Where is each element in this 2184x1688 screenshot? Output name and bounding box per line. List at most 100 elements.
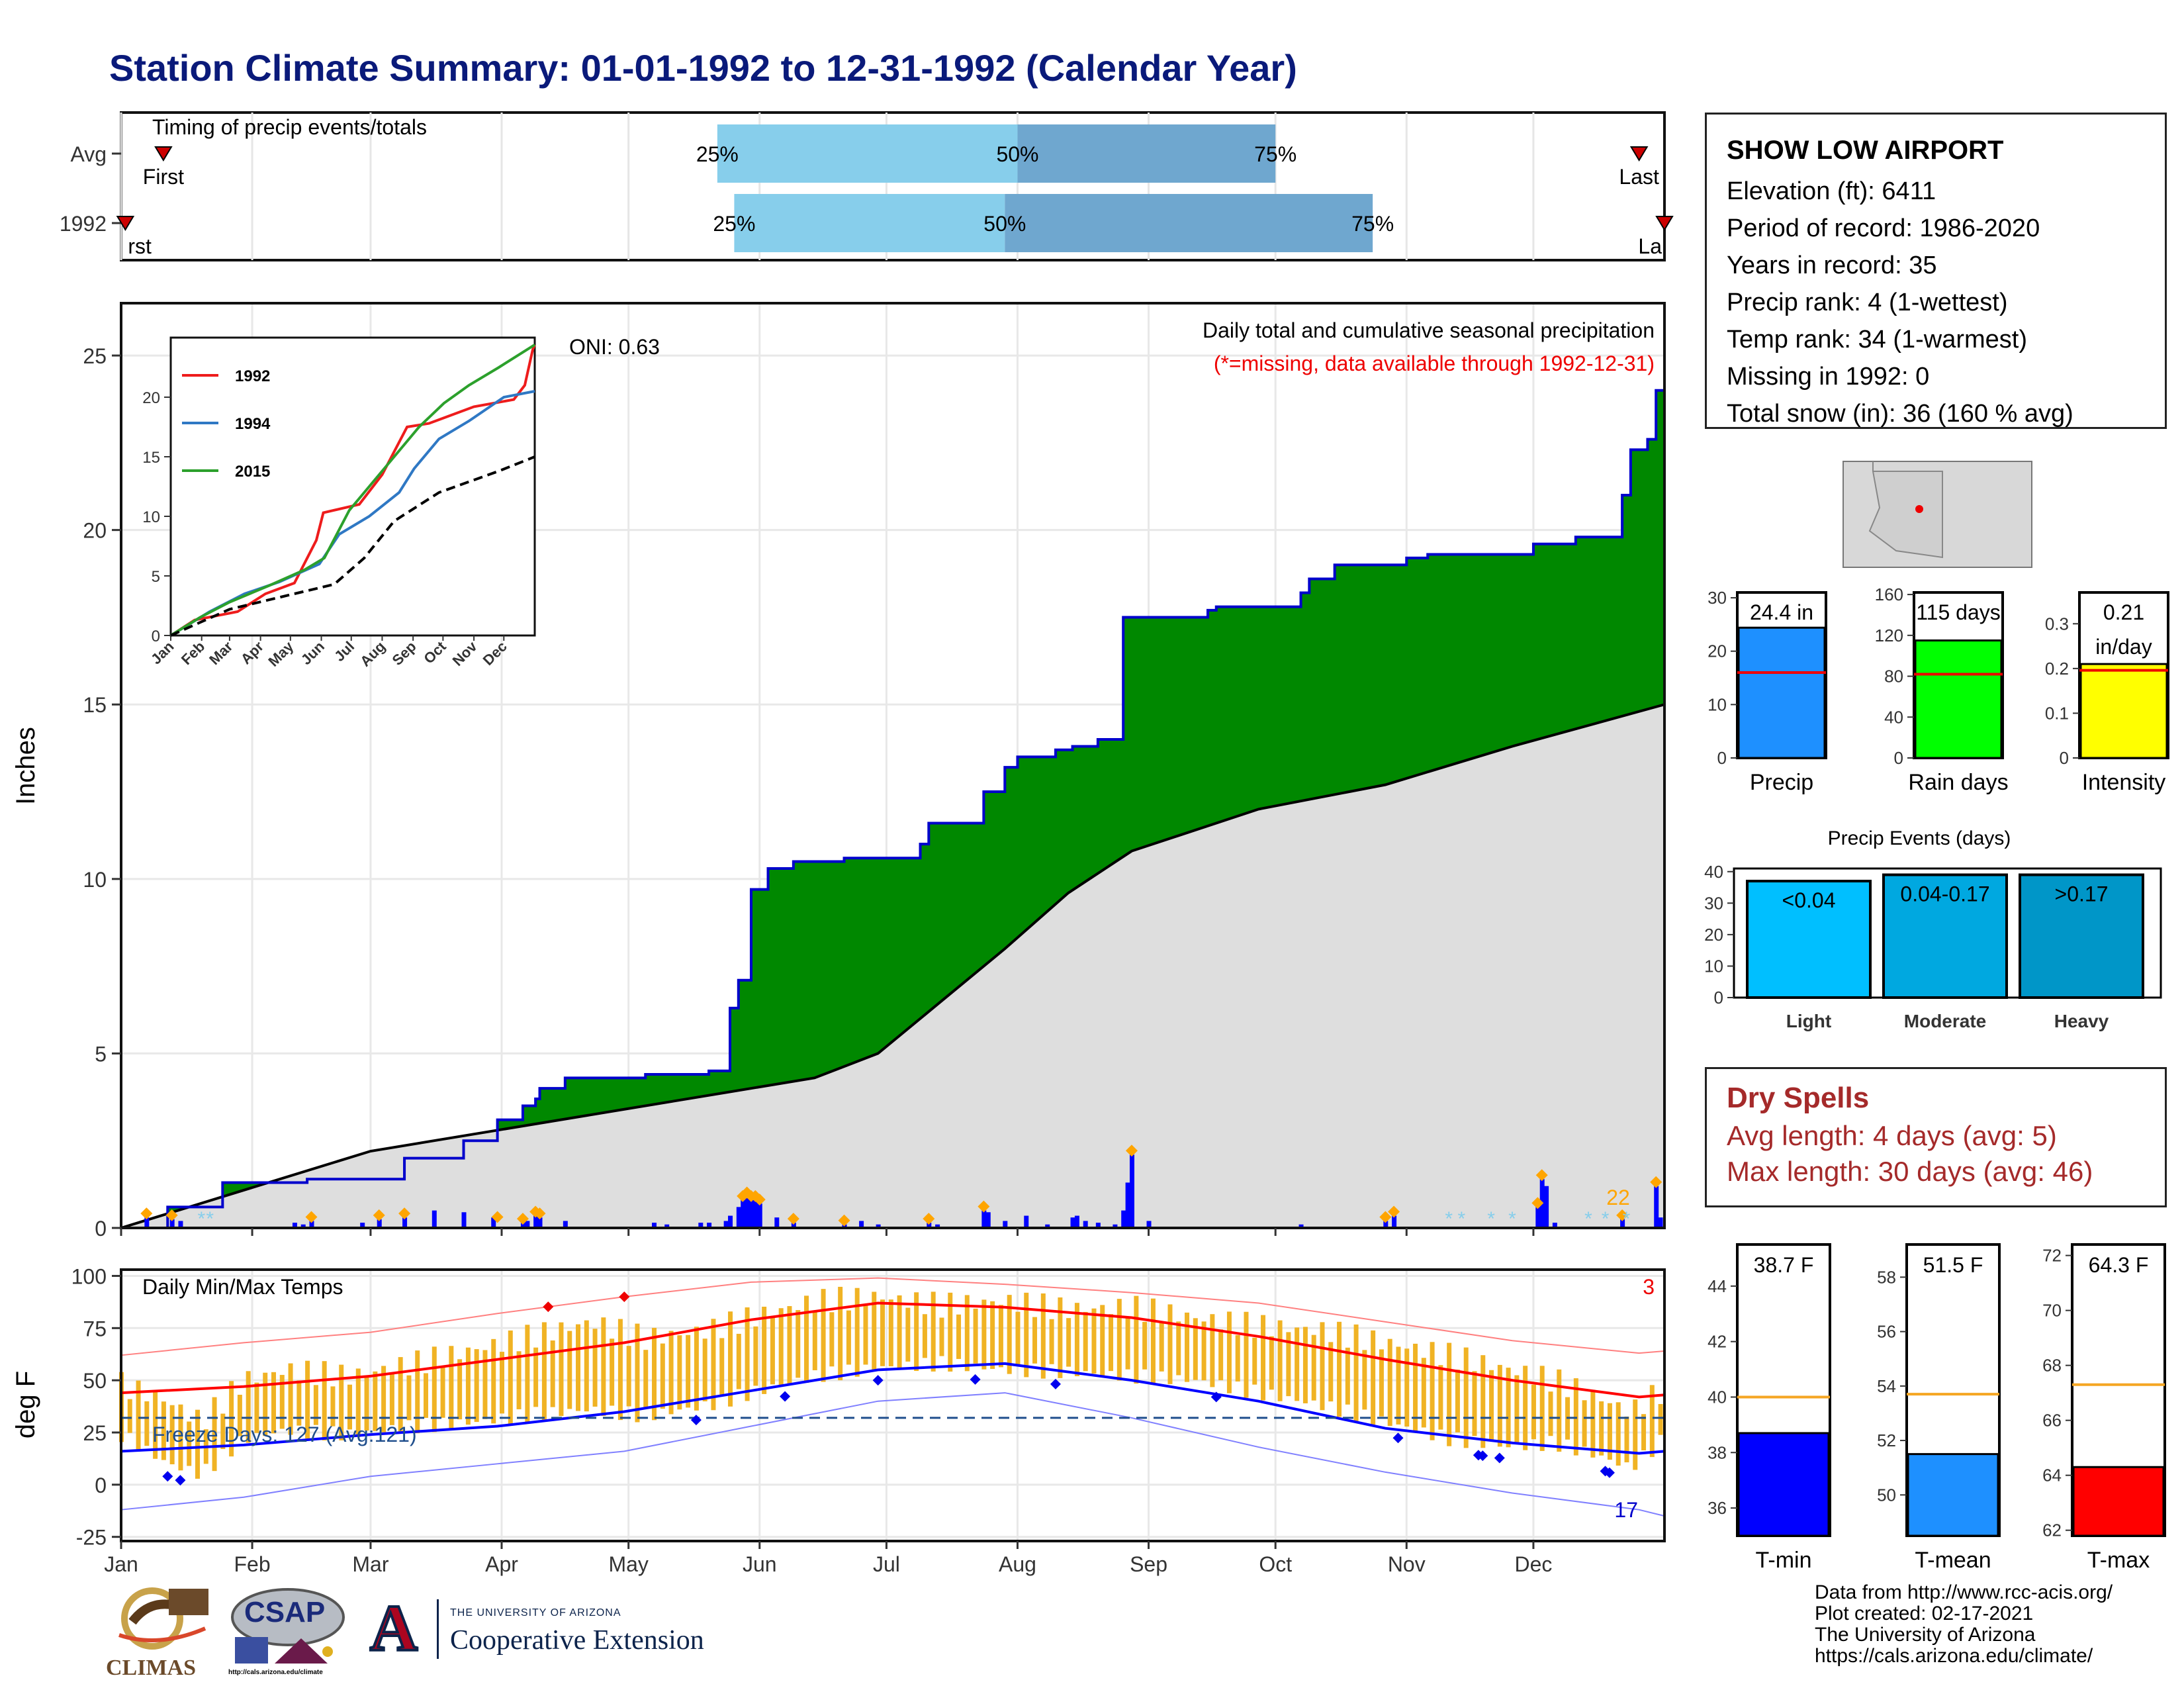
snow-day-marker [787, 1213, 799, 1225]
daily-temp-bar [389, 1374, 394, 1425]
record-low-marker [1392, 1432, 1404, 1444]
daily-precip-bar [533, 1215, 539, 1228]
inset-ytick-label: 10 [142, 508, 160, 526]
summary-precip-name: Precip [1750, 770, 1813, 795]
daily-temp-bar [1396, 1346, 1401, 1425]
daily-temp-bar [1109, 1314, 1114, 1372]
dry-spells-max: Max length: 30 days (avg: 46) [1727, 1156, 2093, 1187]
daily-temp-bar [1624, 1416, 1629, 1463]
daily-temp-bar [1252, 1337, 1257, 1385]
daily-temp-bar [1523, 1366, 1528, 1450]
timing-bar-q25-q50 [734, 194, 1005, 252]
daily-temp-bar [668, 1331, 674, 1415]
station-precip-rank: Precip rank: 4 (1-wettest) [1727, 289, 2008, 316]
precip-ytick-label: 10 [83, 868, 107, 892]
events-ytick-label: 40 [1704, 862, 1723, 882]
daily-temp-bar [1455, 1370, 1460, 1432]
events-ytick-label: 30 [1704, 893, 1723, 913]
daily-temp-bar [1142, 1321, 1148, 1370]
record-low-marker [162, 1471, 173, 1482]
summary-intensity-ytick-label: 0.3 [2045, 614, 2069, 633]
daily-temp-bar [973, 1308, 978, 1364]
temps-ylabel: deg F [11, 1371, 40, 1438]
daily-precip-bar [1095, 1223, 1101, 1228]
record-min-line [120, 1392, 1665, 1517]
daily-temp-bar [592, 1329, 598, 1407]
station-snow: Total snow (in): 36 (160 % avg) [1727, 400, 2073, 428]
timing-last-label: Last [1619, 165, 1659, 189]
daily-temp-bar [1277, 1320, 1283, 1401]
daily-temp-bar [355, 1368, 361, 1437]
inset-frame [169, 336, 536, 637]
month-label: Jun [743, 1552, 777, 1576]
daily-temp-bar [381, 1366, 387, 1432]
timing-label-75: 75% [1254, 142, 1297, 166]
snow-flag: * [1457, 1208, 1465, 1230]
events-ytick-label: 0 [1714, 988, 1723, 1008]
daily-temp-bar [821, 1289, 826, 1382]
station-period: Period of record: 1986-2020 [1727, 214, 2040, 242]
temp-tmean-ytick-label: 58 [1877, 1267, 1896, 1287]
station-years: Years in record: 35 [1727, 252, 1937, 279]
inset-legend-label: 1992 [235, 367, 270, 385]
daily-temp-bar [1649, 1385, 1655, 1458]
daily-temp-bar [846, 1310, 851, 1365]
daily-temp-bar [1040, 1293, 1046, 1379]
snow-flag: * [198, 1208, 206, 1230]
daily-temp-bar [753, 1326, 758, 1386]
daily-temp-bar [465, 1347, 471, 1425]
events-category-label: Light [1786, 1011, 1831, 1031]
daily-temp-bar [1083, 1311, 1088, 1372]
daily-temp-bar [787, 1306, 792, 1384]
daily-precip-bar [859, 1221, 864, 1228]
daily-precip-bar [309, 1221, 314, 1228]
daily-temp-bar [914, 1292, 919, 1372]
daily-temp-bar [559, 1322, 564, 1417]
daily-temp-bar [778, 1308, 784, 1386]
record-low-marker [175, 1475, 186, 1486]
daily-precip-bar [563, 1221, 568, 1228]
summary-precip-bar [1737, 626, 1826, 759]
timing-bar-q50-q75 [1005, 194, 1373, 252]
month-label: Dec [1514, 1552, 1552, 1576]
daily-temp-bar [1413, 1343, 1418, 1433]
daily-temp-bar [643, 1350, 649, 1409]
daily-temp-bar [1514, 1375, 1520, 1444]
daily-temp-bar [500, 1352, 505, 1414]
daily-temp-bar [1226, 1311, 1232, 1393]
climas-logo: CLIMAS [106, 1582, 218, 1681]
daily-temp-bar [550, 1340, 555, 1407]
daily-temp-bar [652, 1327, 657, 1421]
daily-temp-bar [482, 1350, 488, 1419]
snow-day-marker [838, 1214, 850, 1227]
daily-temp-bar [1387, 1338, 1392, 1427]
daily-temp-bar [626, 1346, 631, 1407]
daily-temp-bar [508, 1330, 513, 1425]
record-max-line [120, 1277, 1665, 1356]
temp-tmax-ytick-label: 64 [2042, 1466, 2062, 1485]
daily-temp-bar [1557, 1369, 1562, 1452]
month-label: Feb [234, 1552, 270, 1576]
timing-first-marker [154, 146, 173, 162]
month-label: Jul [873, 1552, 900, 1576]
summary-rain-days-bar [1914, 639, 2003, 759]
daily-temp-bar [1497, 1364, 1502, 1447]
ua-logo: A THE UNIVERSITY OF ARIZONA Cooperative … [361, 1594, 745, 1668]
dry-spells-heading: Dry Spells [1727, 1082, 1870, 1114]
station-name: SHOW LOW AIRPORT [1727, 136, 2004, 165]
station-missing: Missing in 1992: 0 [1727, 363, 1930, 391]
daily-temp-bar [398, 1357, 403, 1434]
summary-rain-days-ytick-label: 160 [1875, 585, 1903, 604]
events-category-label: Moderate [1904, 1011, 1986, 1031]
daily-temp-bar [525, 1325, 530, 1423]
temp-tmax-ytick-label: 62 [2042, 1521, 2062, 1540]
daily-temp-bar [457, 1359, 463, 1420]
daily-temp-bar [1134, 1295, 1139, 1384]
daily-temp-bar [1235, 1335, 1240, 1382]
daily-temp-bar [541, 1322, 547, 1421]
daily-precip-bar [178, 1221, 183, 1228]
summary-value-label: 0.21 [2103, 600, 2144, 624]
summary-rain-days-ytick-label: 40 [1884, 707, 1903, 727]
daily-temp-bar [1328, 1342, 1334, 1402]
daily-temp-bar [1150, 1298, 1156, 1385]
